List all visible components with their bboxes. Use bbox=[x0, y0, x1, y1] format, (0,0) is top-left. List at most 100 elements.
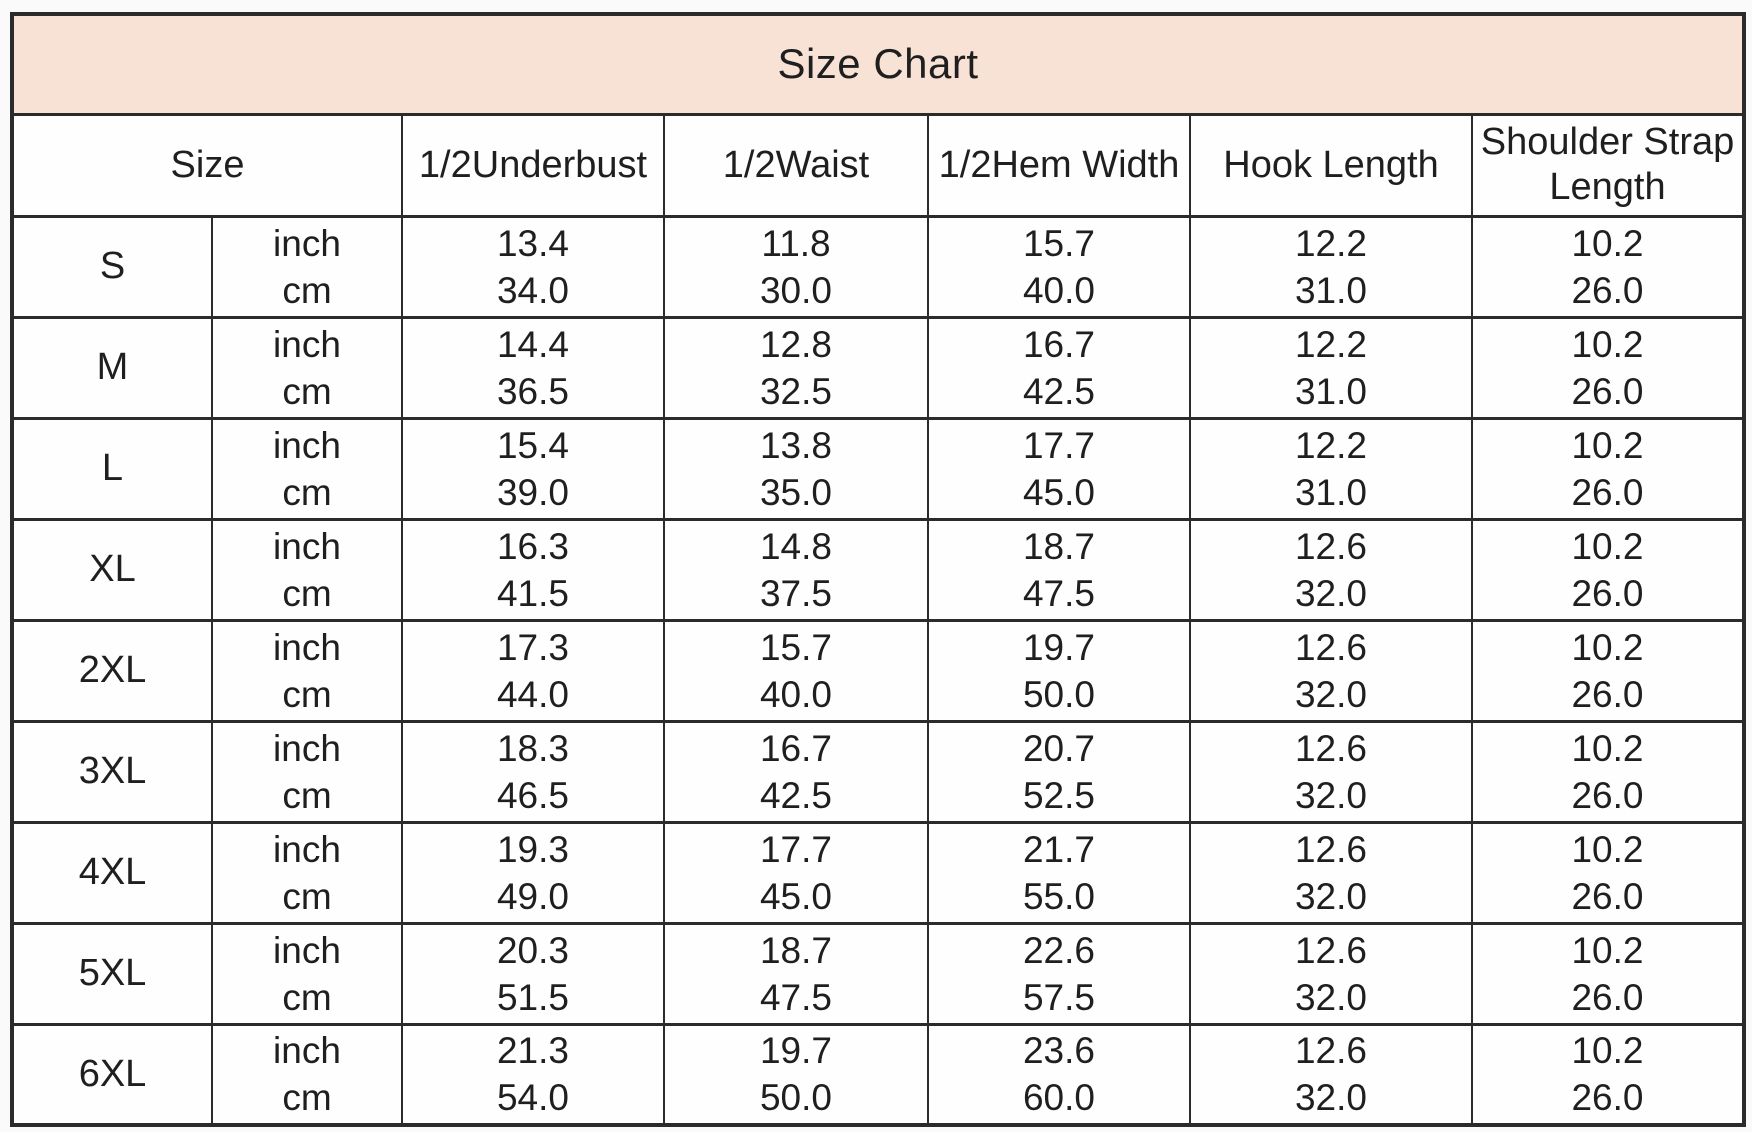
unit-cell: inch cm bbox=[211, 619, 403, 722]
inch-value: 10.2 bbox=[1571, 626, 1644, 668]
measurement-cell: 19.7 50.0 bbox=[927, 619, 1191, 722]
inch-value: 18.3 bbox=[496, 727, 569, 769]
inch-value: 14.4 bbox=[496, 323, 569, 365]
measurement-cell: 10.2 26.0 bbox=[1471, 215, 1745, 318]
column-header: Shoulder Strap Length bbox=[1471, 113, 1745, 218]
measurement-cell: 12.6 32.0 bbox=[1189, 922, 1473, 1025]
cm-value: 32.0 bbox=[1294, 1077, 1367, 1119]
unit-label-inch: inch bbox=[273, 626, 341, 668]
inch-value: 14.8 bbox=[759, 525, 832, 567]
table-row: 2XL inch cm 17.3 44.0 15.7 40.0 19.7 50.0 12.6 32.… bbox=[11, 619, 1745, 722]
unit-cell: inch cm bbox=[211, 922, 403, 1025]
measurement-cell: 17.3 44.0 bbox=[401, 619, 665, 722]
measurement-cell: 10.2 26.0 bbox=[1471, 1023, 1745, 1126]
measurement-cell: 16.3 41.5 bbox=[401, 518, 665, 621]
inch-value: 12.8 bbox=[759, 323, 832, 365]
cm-value: 50.0 bbox=[759, 1077, 832, 1119]
inch-value: 11.8 bbox=[761, 222, 831, 264]
inch-value: 16.7 bbox=[759, 727, 832, 769]
measurement-cell: 17.7 45.0 bbox=[663, 821, 929, 924]
inch-value: 16.3 bbox=[496, 525, 569, 567]
measurement-cell: 20.3 51.5 bbox=[401, 922, 665, 1025]
size-label: 4XL bbox=[11, 821, 213, 924]
inch-value: 20.3 bbox=[496, 929, 569, 971]
cm-value: 49.0 bbox=[496, 875, 569, 917]
measurement-cell: 21.7 55.0 bbox=[927, 821, 1191, 924]
size-chart-table: Size Chart Size 1/2Underbust 1/2Waist 1/2He… bbox=[10, 12, 1746, 1127]
inch-value: 12.2 bbox=[1294, 323, 1367, 365]
column-header: Size bbox=[11, 113, 403, 218]
table-row: XL inch cm 16.3 41.5 14.8 37.5 18.7 47.5 12.6 32.0… bbox=[11, 518, 1745, 621]
column-header: Hook Length bbox=[1189, 113, 1473, 218]
cm-value: 32.0 bbox=[1294, 774, 1367, 816]
inch-value: 21.7 bbox=[1022, 828, 1095, 870]
cm-value: 32.0 bbox=[1294, 673, 1367, 715]
inch-value: 10.2 bbox=[1571, 929, 1644, 971]
size-label: 2XL bbox=[11, 619, 213, 722]
unit-label-inch: inch bbox=[273, 929, 341, 971]
unit-label-cm: cm bbox=[282, 774, 332, 816]
unit-cell: inch cm bbox=[211, 518, 403, 621]
column-header-row: Size 1/2Underbust 1/2Waist 1/2Hem Width Hook… bbox=[11, 113, 1745, 218]
inch-value: 21.3 bbox=[496, 1030, 569, 1072]
cm-value: 51.5 bbox=[496, 976, 569, 1018]
measurement-cell: 18.7 47.5 bbox=[927, 518, 1191, 621]
cm-value: 41.5 bbox=[496, 572, 569, 614]
inch-value: 10.2 bbox=[1571, 222, 1644, 264]
cm-value: 55.0 bbox=[1022, 875, 1095, 917]
inch-value: 18.7 bbox=[759, 929, 832, 971]
table-title: Size Chart bbox=[11, 13, 1745, 116]
unit-label-inch: inch bbox=[273, 828, 341, 870]
measurement-cell: 14.8 37.5 bbox=[663, 518, 929, 621]
measurement-cell: 10.2 26.0 bbox=[1471, 821, 1745, 924]
measurement-cell: 22.6 57.5 bbox=[927, 922, 1191, 1025]
cm-value: 60.0 bbox=[1022, 1077, 1095, 1119]
inch-value: 12.6 bbox=[1294, 828, 1367, 870]
size-label: L bbox=[11, 417, 213, 520]
cm-value: 26.0 bbox=[1571, 1077, 1644, 1119]
cm-value: 26.0 bbox=[1571, 976, 1644, 1018]
cm-value: 26.0 bbox=[1571, 875, 1644, 917]
measurement-cell: 10.2 26.0 bbox=[1471, 720, 1745, 823]
cm-value: 45.0 bbox=[759, 875, 832, 917]
unit-cell: inch cm bbox=[211, 821, 403, 924]
measurement-cell: 18.3 46.5 bbox=[401, 720, 665, 823]
table-row: 6XL inch cm 21.3 54.0 19.7 50.0 23.6 60.0 12.6 32.… bbox=[11, 1023, 1745, 1126]
inch-value: 10.2 bbox=[1571, 525, 1644, 567]
unit-label-inch: inch bbox=[273, 525, 341, 567]
size-label: 6XL bbox=[11, 1023, 213, 1126]
unit-cell: inch cm bbox=[211, 720, 403, 823]
measurement-cell: 13.8 35.0 bbox=[663, 417, 929, 520]
inch-value: 12.6 bbox=[1294, 626, 1367, 668]
measurement-cell: 12.6 32.0 bbox=[1189, 1023, 1473, 1126]
cm-value: 34.0 bbox=[496, 269, 569, 311]
cm-value: 26.0 bbox=[1571, 774, 1644, 816]
inch-value: 10.2 bbox=[1571, 424, 1644, 466]
cm-value: 40.0 bbox=[759, 673, 832, 715]
inch-value: 18.7 bbox=[1022, 525, 1095, 567]
measurement-cell: 10.2 26.0 bbox=[1471, 417, 1745, 520]
table-row: 3XL inch cm 18.3 46.5 16.7 42.5 20.7 52.5 12.6 32.… bbox=[11, 720, 1745, 823]
cm-value: 31.0 bbox=[1294, 370, 1367, 412]
measurement-cell: 12.2 31.0 bbox=[1189, 417, 1473, 520]
inch-value: 17.7 bbox=[759, 828, 832, 870]
measurement-cell: 12.2 31.0 bbox=[1189, 215, 1473, 318]
cm-value: 47.5 bbox=[759, 976, 832, 1018]
inch-value: 12.2 bbox=[1294, 424, 1367, 466]
measurement-cell: 11.8 30.0 bbox=[663, 215, 929, 318]
unit-label-inch: inch bbox=[273, 222, 341, 264]
cm-value: 32.0 bbox=[1294, 875, 1367, 917]
measurement-cell: 15.7 40.0 bbox=[663, 619, 929, 722]
measurement-cell: 12.6 32.0 bbox=[1189, 821, 1473, 924]
table-row: 4XL inch cm 19.3 49.0 17.7 45.0 21.7 55.0 12.6 32.… bbox=[11, 821, 1745, 924]
measurement-cell: 13.4 34.0 bbox=[401, 215, 665, 318]
unit-label-inch: inch bbox=[273, 1030, 341, 1072]
table-row: 5XL inch cm 20.3 51.5 18.7 47.5 22.6 57.5 12.6 32.… bbox=[11, 922, 1745, 1025]
cm-value: 45.0 bbox=[1022, 471, 1095, 513]
measurement-cell: 14.4 36.5 bbox=[401, 316, 665, 419]
measurement-cell: 15.4 39.0 bbox=[401, 417, 665, 520]
size-label: 3XL bbox=[11, 720, 213, 823]
inch-value: 19.3 bbox=[496, 828, 569, 870]
